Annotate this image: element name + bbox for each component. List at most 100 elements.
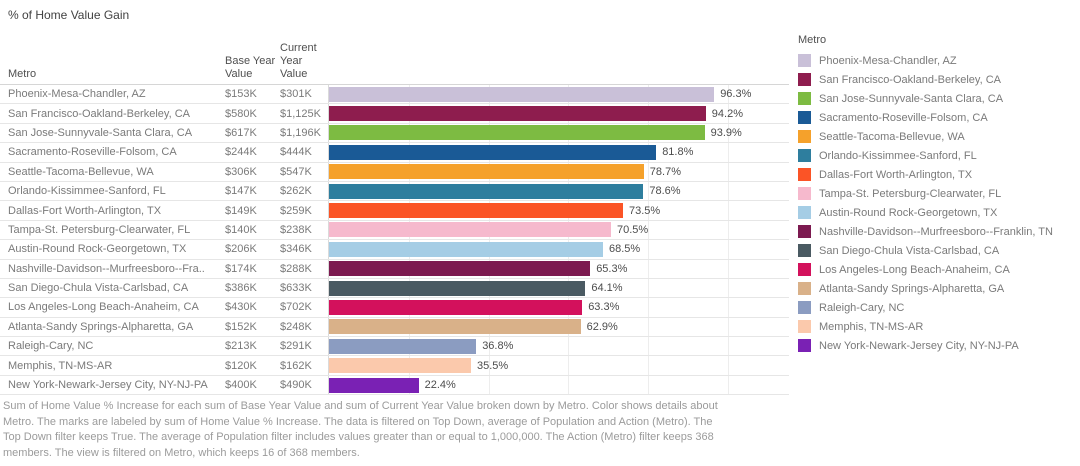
bar-value-label: 68.5%: [608, 243, 641, 256]
base-year-value: $152K: [225, 320, 257, 333]
column-header-base-year-value: Base Year Value: [225, 55, 276, 80]
legend-item[interactable]: Austin-Round Rock-Georgetown, TX: [798, 203, 1053, 222]
legend-color-swatch: [798, 130, 811, 143]
bar-cell: 96.3%: [328, 85, 789, 104]
value-bar[interactable]: [329, 241, 603, 257]
legend-color-swatch: [798, 206, 811, 219]
metro-label: Tampa-St. Petersburg-Clearwater, FL: [8, 223, 191, 236]
bar-cell: 62.9%: [328, 317, 789, 337]
table-row: Raleigh-Cary, NC $213K $291K 36.8%: [0, 337, 789, 357]
legend-item[interactable]: Memphis, TN-MS-AR: [798, 317, 1053, 336]
bar-value-label: 96.3%: [720, 88, 752, 101]
legend-color-swatch: [798, 225, 811, 238]
legend-item-label: New York-Newark-Jersey City, NY-NJ-PA: [819, 339, 1019, 352]
value-bar[interactable]: [329, 125, 705, 141]
legend-color-swatch: [798, 320, 811, 333]
bar-value-label: 78.7%: [649, 165, 681, 178]
value-bar[interactable]: [329, 358, 471, 374]
legend-item-label: San Francisco-Oakland-Berkeley, CA: [819, 73, 1001, 86]
page-title: % of Home Value Gain: [8, 8, 130, 22]
current-year-value: $702K: [280, 301, 312, 314]
base-year-value: $149K: [225, 204, 257, 217]
table-row: San Jose-Sunnyvale-Santa Clara, CA $617K $…: [0, 123, 789, 144]
value-bar[interactable]: [329, 261, 591, 277]
metro-label: Memphis, TN-MS-AR: [8, 359, 113, 372]
legend-item-label: Dallas-Fort Worth-Arlington, TX: [819, 168, 973, 181]
metro-label: Los Angeles-Long Beach-Anaheim, CA: [8, 301, 199, 314]
table-row: Atlanta-Sandy Springs-Alpharetta, GA $152…: [0, 317, 789, 338]
legend-item[interactable]: Atlanta-Sandy Springs-Alpharetta, GA: [798, 279, 1053, 298]
current-year-value: $262K: [280, 185, 312, 198]
value-bar[interactable]: [329, 280, 586, 296]
value-bar[interactable]: [329, 338, 477, 354]
bar-cell: 70.5%: [328, 220, 789, 240]
value-bar[interactable]: [329, 144, 657, 160]
bar-cell: 36.8%: [328, 337, 789, 356]
base-year-value: $153K: [225, 88, 257, 101]
metro-label: Dallas-Fort Worth-Arlington, TX: [8, 204, 162, 217]
legend-item[interactable]: Orlando-Kissimmee-Sanford, FL: [798, 146, 1053, 165]
legend-item[interactable]: Los Angeles-Long Beach-Anaheim, CA: [798, 260, 1053, 279]
legend-title: Metro: [798, 34, 827, 46]
metro-label: Sacramento-Roseville-Folsom, CA: [8, 146, 177, 159]
current-year-value: $633K: [280, 282, 312, 295]
value-bar[interactable]: [329, 203, 623, 219]
value-bar[interactable]: [329, 222, 611, 238]
metro-label: Raleigh-Cary, NC: [8, 340, 94, 353]
legend-item[interactable]: Dallas-Fort Worth-Arlington, TX: [798, 165, 1053, 184]
base-year-value: $400K: [225, 379, 257, 392]
color-legend: Metro Phoenix-Mesa-Chandler, AZ San Franc…: [798, 34, 1053, 355]
value-bar[interactable]: [329, 106, 706, 122]
legend-item-label: Memphis, TN-MS-AR: [819, 320, 924, 333]
metro-label: New York-Newark-Jersey City, NY-NJ-PA: [8, 379, 208, 392]
table-row: Dallas-Fort Worth-Arlington, TX $149K $259…: [0, 201, 789, 221]
base-year-value: $617K: [225, 126, 257, 139]
table-row: Memphis, TN-MS-AR $120K $162K 35.5%: [0, 356, 789, 376]
legend-color-swatch: [798, 339, 811, 352]
home-value-table: Metro Base Year Value Current Year Value…: [0, 36, 789, 396]
legend-item[interactable]: San Jose-Sunnyvale-Santa Clara, CA: [798, 89, 1053, 108]
legend-item[interactable]: Nashville-Davidson--Murfreesboro--Frankl…: [798, 222, 1053, 241]
legend-color-swatch: [798, 111, 811, 124]
legend-item[interactable]: San Diego-Chula Vista-Carlsbad, CA: [798, 241, 1053, 260]
caption-line: Sum of Home Value % Increase for each su…: [3, 400, 718, 412]
legend-item[interactable]: Seattle-Tacoma-Bellevue, WA: [798, 127, 1053, 146]
bar-value-label: 22.4%: [424, 379, 456, 392]
legend-item-label: Los Angeles-Long Beach-Anaheim, CA: [819, 263, 1010, 276]
metro-label: Atlanta-Sandy Springs-Alpharetta, GA: [8, 320, 194, 333]
value-bar[interactable]: [329, 86, 715, 102]
table-row: New York-Newark-Jersey City, NY-NJ-PA $40…: [0, 375, 789, 396]
metro-label: Seattle-Tacoma-Bellevue, WA: [8, 165, 154, 178]
column-header-current-year-value: Current Year Value: [280, 42, 317, 80]
legend-item[interactable]: Sacramento-Roseville-Folsom, CA: [798, 108, 1053, 127]
legend-item[interactable]: New York-Newark-Jersey City, NY-NJ-PA: [798, 336, 1053, 355]
legend-color-swatch: [798, 244, 811, 257]
value-bar[interactable]: [329, 299, 583, 315]
legend-item[interactable]: Tampa-St. Petersburg-Clearwater, FL: [798, 184, 1053, 203]
bar-cell: 73.5%: [328, 201, 789, 220]
bar-value-label: 73.5%: [628, 204, 661, 217]
legend-item-label: Nashville-Davidson--Murfreesboro--Frankl…: [819, 225, 1053, 238]
current-year-value: $248K: [280, 320, 312, 333]
current-year-value: $1,196K: [280, 126, 321, 139]
value-bar[interactable]: [329, 164, 644, 180]
bar-cell: 63.3%: [328, 298, 789, 317]
chart-caption: Sum of Home Value % Increase for each su…: [3, 399, 803, 461]
legend-item-label: Seattle-Tacoma-Bellevue, WA: [819, 130, 965, 143]
bar-value-label: 93.9%: [710, 126, 742, 139]
value-bar[interactable]: [329, 183, 644, 199]
value-bar[interactable]: [329, 319, 581, 335]
base-year-value: $213K: [225, 340, 257, 353]
value-bar[interactable]: [329, 377, 419, 393]
legend-item[interactable]: Phoenix-Mesa-Chandler, AZ: [798, 51, 1053, 70]
bar-value-label: 81.8%: [662, 146, 694, 159]
caption-line: members. The view is filtered on Metro, …: [3, 446, 360, 459]
legend-item-label: Sacramento-Roseville-Folsom, CA: [819, 111, 988, 124]
legend-item[interactable]: Raleigh-Cary, NC: [798, 298, 1053, 317]
metro-label: San Francisco-Oakland-Berkeley, CA: [8, 107, 190, 120]
bar-value-label: 35.5%: [477, 359, 509, 372]
legend-item[interactable]: San Francisco-Oakland-Berkeley, CA: [798, 70, 1053, 89]
table-row: Tampa-St. Petersburg-Clearwater, FL $140K…: [0, 220, 789, 241]
metro-label: Nashville-Davidson--Murfreesboro--Fra..: [8, 262, 205, 275]
base-year-value: $147K: [225, 185, 257, 198]
